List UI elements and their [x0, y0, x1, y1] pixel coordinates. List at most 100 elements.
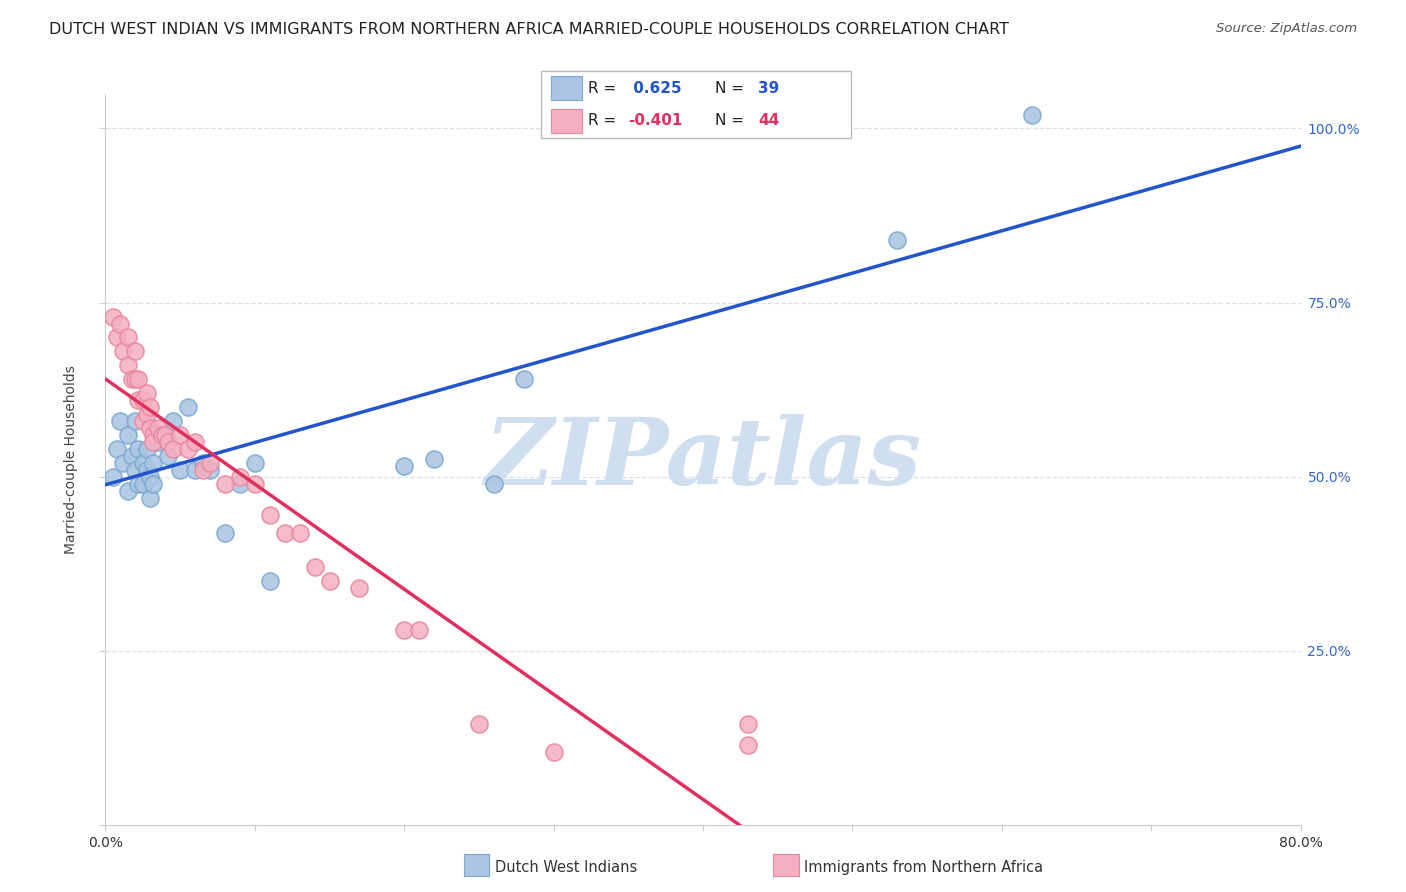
Point — [886, 233, 908, 247]
Text: ZIPatlas: ZIPatlas — [485, 415, 921, 504]
Point — [198, 456, 221, 470]
Text: R =: R = — [588, 113, 621, 128]
Point — [136, 407, 159, 421]
Point — [176, 400, 198, 414]
Point — [110, 414, 132, 428]
Point — [482, 476, 505, 491]
Point — [142, 428, 165, 442]
Point — [142, 476, 165, 491]
Text: 0.625: 0.625 — [628, 80, 682, 95]
Point — [150, 428, 173, 442]
Point — [184, 463, 207, 477]
Text: 39: 39 — [758, 80, 779, 95]
Point — [132, 393, 155, 408]
Point — [155, 428, 177, 442]
Point — [142, 434, 165, 449]
Text: DUTCH WEST INDIAN VS IMMIGRANTS FROM NORTHERN AFRICA MARRIED-COUPLE HOUSEHOLDS C: DUTCH WEST INDIAN VS IMMIGRANTS FROM NOR… — [49, 22, 1010, 37]
Point — [107, 442, 129, 456]
Point — [288, 525, 311, 540]
Point — [259, 574, 281, 589]
Point — [229, 470, 252, 484]
Point — [142, 456, 165, 470]
Point — [121, 449, 143, 463]
Point — [162, 414, 184, 428]
Point — [513, 372, 536, 386]
Point — [214, 525, 236, 540]
Point — [101, 470, 124, 484]
Point — [117, 330, 139, 344]
Y-axis label: Married-couple Households: Married-couple Households — [65, 365, 79, 554]
Point — [214, 476, 236, 491]
Point — [468, 717, 491, 731]
Point — [121, 372, 143, 386]
Point — [1021, 107, 1043, 121]
Point — [112, 344, 135, 359]
Text: Immigrants from Northern Africa: Immigrants from Northern Africa — [804, 860, 1043, 874]
Text: N =: N = — [714, 80, 748, 95]
Text: 44: 44 — [758, 113, 779, 128]
Point — [132, 476, 155, 491]
Point — [543, 745, 565, 759]
Point — [176, 442, 198, 456]
Point — [132, 414, 155, 428]
FancyBboxPatch shape — [541, 71, 851, 138]
Point — [101, 310, 124, 324]
Point — [127, 393, 149, 408]
Point — [155, 428, 177, 442]
Point — [127, 476, 149, 491]
Point — [146, 434, 169, 449]
Point — [136, 442, 159, 456]
Point — [117, 359, 139, 373]
Point — [127, 372, 149, 386]
Point — [191, 463, 214, 477]
Text: R =: R = — [588, 80, 621, 95]
Point — [162, 442, 184, 456]
Point — [737, 738, 759, 752]
Point — [394, 459, 416, 474]
Point — [139, 491, 162, 505]
Point — [117, 428, 139, 442]
Point — [318, 574, 340, 589]
Point — [127, 442, 149, 456]
Point — [132, 456, 155, 470]
Point — [124, 414, 146, 428]
Point — [107, 330, 129, 344]
Bar — [551, 76, 582, 100]
Point — [408, 623, 430, 637]
Point — [157, 449, 180, 463]
Text: Dutch West Indians: Dutch West Indians — [495, 860, 637, 874]
Point — [243, 456, 266, 470]
Point — [157, 434, 180, 449]
Text: Source: ZipAtlas.com: Source: ZipAtlas.com — [1216, 22, 1357, 36]
Point — [112, 456, 135, 470]
Point — [139, 470, 162, 484]
Point — [349, 581, 371, 595]
Point — [124, 463, 146, 477]
Point — [136, 386, 159, 401]
Point — [124, 372, 146, 386]
Point — [124, 344, 146, 359]
Point — [110, 317, 132, 331]
Point — [737, 717, 759, 731]
Point — [117, 483, 139, 498]
Point — [259, 508, 281, 522]
Point — [191, 456, 214, 470]
Point — [150, 428, 173, 442]
Point — [394, 623, 416, 637]
Point — [169, 463, 191, 477]
Point — [304, 560, 326, 574]
Point — [184, 434, 207, 449]
Point — [136, 463, 159, 477]
Point — [198, 463, 221, 477]
Point — [146, 421, 169, 435]
Point — [243, 476, 266, 491]
Point — [139, 421, 162, 435]
Bar — [551, 109, 582, 133]
Point — [273, 525, 295, 540]
Text: N =: N = — [714, 113, 748, 128]
Point — [423, 452, 446, 467]
Point — [169, 428, 191, 442]
Text: -0.401: -0.401 — [628, 113, 682, 128]
Point — [229, 476, 252, 491]
Point — [139, 400, 162, 414]
